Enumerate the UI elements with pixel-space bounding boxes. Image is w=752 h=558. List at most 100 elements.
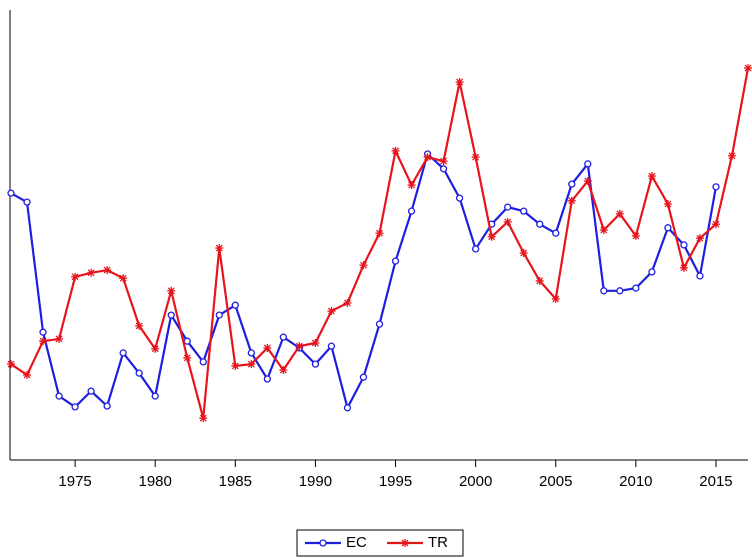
x-tick-label: 1995 <box>379 473 412 490</box>
marker <box>503 217 512 226</box>
marker <box>247 349 255 357</box>
marker-stroke <box>119 274 127 282</box>
marker-stroke <box>616 210 624 218</box>
marker <box>103 266 112 275</box>
marker-stroke <box>520 249 528 257</box>
marker-stroke <box>343 299 351 307</box>
marker-stroke <box>263 344 271 352</box>
marker <box>535 276 544 285</box>
marker <box>295 342 304 351</box>
marker <box>616 287 624 295</box>
marker <box>327 342 336 350</box>
marker <box>199 414 208 423</box>
marker <box>375 320 384 328</box>
marker <box>727 151 736 160</box>
marker-stroke <box>401 539 409 547</box>
marker <box>151 344 160 353</box>
marker <box>327 307 336 316</box>
marker <box>231 361 240 370</box>
marker-stroke <box>392 147 399 155</box>
marker <box>167 311 175 319</box>
marker <box>215 244 224 253</box>
marker <box>615 209 624 218</box>
marker <box>183 337 191 345</box>
marker-stroke <box>744 64 752 72</box>
marker <box>71 403 79 411</box>
marker <box>487 232 496 241</box>
marker-stroke <box>87 269 95 277</box>
marker <box>7 360 15 369</box>
marker-stroke <box>199 414 207 422</box>
marker <box>680 241 688 249</box>
marker <box>391 146 400 155</box>
marker-stroke <box>247 360 255 368</box>
marker <box>215 311 223 319</box>
marker-stroke <box>376 229 383 237</box>
marker-stroke <box>55 335 63 343</box>
marker-stroke <box>424 153 432 161</box>
marker <box>584 160 592 168</box>
marker-stroke <box>456 78 464 86</box>
marker-stroke <box>279 366 287 374</box>
marker-stroke <box>712 220 720 228</box>
x-tick-label: 1985 <box>219 473 252 490</box>
marker-stroke <box>600 226 608 234</box>
marker-stroke <box>103 266 111 274</box>
marker-stroke <box>135 322 143 330</box>
x-tick-label: 2010 <box>619 473 652 490</box>
marker <box>311 360 320 368</box>
marker <box>407 207 416 215</box>
marker <box>647 172 656 181</box>
series-line <box>10 151 718 411</box>
marker <box>504 203 512 211</box>
legend-marker <box>401 539 409 547</box>
marker <box>679 263 688 272</box>
marker <box>55 392 63 400</box>
marker-stroke <box>183 354 191 362</box>
marker <box>423 153 432 162</box>
marker <box>167 286 176 295</box>
marker <box>311 339 320 347</box>
marker <box>520 207 528 215</box>
marker <box>568 180 576 188</box>
marker-stroke <box>664 200 672 208</box>
marker-stroke <box>632 232 640 240</box>
marker <box>455 194 464 202</box>
marker-stroke <box>7 360 15 368</box>
marker-stroke <box>696 234 704 242</box>
series-line <box>10 67 750 419</box>
marker-stroke <box>327 307 335 315</box>
marker <box>71 272 80 281</box>
x-tick-label: 2005 <box>539 473 572 490</box>
marker-stroke <box>536 277 544 285</box>
marker <box>583 177 592 185</box>
marker-stroke <box>648 172 656 180</box>
marker-stroke <box>167 287 175 295</box>
marker <box>279 366 288 374</box>
marker <box>600 287 608 295</box>
marker <box>663 199 672 208</box>
marker <box>599 226 608 235</box>
marker <box>199 358 207 366</box>
marker <box>664 224 672 232</box>
marker <box>696 272 704 280</box>
x-tick-label: 1990 <box>299 473 332 490</box>
marker-stroke <box>552 295 560 303</box>
marker-stroke <box>23 371 31 379</box>
x-tick-label: 1975 <box>58 473 91 490</box>
marker <box>23 370 32 379</box>
x-tick-label: 2015 <box>699 473 732 490</box>
marker <box>551 294 560 303</box>
marker <box>536 220 544 228</box>
marker <box>712 183 720 191</box>
marker <box>471 245 480 253</box>
marker <box>39 328 47 336</box>
marker-stroke <box>408 181 416 189</box>
marker <box>231 301 239 309</box>
marker <box>744 64 752 73</box>
marker-stroke <box>680 264 688 272</box>
marker <box>263 375 271 383</box>
marker <box>119 349 127 357</box>
marker <box>439 165 448 173</box>
